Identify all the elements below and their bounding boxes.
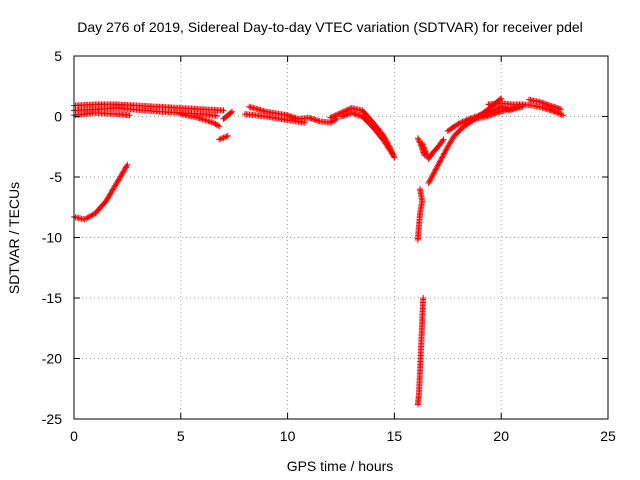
data-point <box>557 111 564 118</box>
chart-title: Day 276 of 2019, Sidereal Day-to-day VTE… <box>77 19 583 35</box>
data-point <box>327 114 334 121</box>
data-point <box>558 111 565 118</box>
x-tick-label: 20 <box>493 428 509 444</box>
data-point <box>432 166 439 173</box>
data-point <box>427 176 434 182</box>
data-point <box>465 118 472 125</box>
data-point <box>458 119 465 126</box>
x-tick-label: 0 <box>70 428 78 444</box>
data-point <box>216 123 223 130</box>
data-point <box>469 117 476 124</box>
data-point <box>427 177 433 184</box>
x-tick-label: 25 <box>600 428 616 444</box>
data-point <box>464 119 471 126</box>
data-point <box>471 116 478 123</box>
y-tick-label: -25 <box>42 411 62 427</box>
x-tick-label: 10 <box>280 428 296 444</box>
data-point <box>442 147 449 154</box>
data-point <box>461 120 468 127</box>
data-point <box>430 170 437 177</box>
y-axis-label: SDTVAR / TECUs <box>6 182 22 294</box>
data-point <box>123 163 130 170</box>
data-point <box>332 112 339 119</box>
data-point <box>228 109 234 116</box>
data-point <box>433 165 440 172</box>
data-point <box>220 134 227 141</box>
data-point <box>217 135 224 142</box>
data-points <box>71 95 567 408</box>
data-point <box>219 135 226 142</box>
data-point <box>414 236 421 243</box>
data-point <box>443 146 450 153</box>
data-point <box>331 112 338 119</box>
data-point <box>420 143 427 149</box>
data-point <box>214 112 221 119</box>
data-point <box>442 149 448 156</box>
data-point <box>124 161 131 168</box>
data-point <box>330 113 336 120</box>
data-point <box>211 120 218 127</box>
data-point <box>439 154 446 161</box>
data-point <box>437 158 443 165</box>
data-point <box>439 137 446 144</box>
data-point <box>437 157 444 164</box>
data-point <box>391 154 398 161</box>
data-point <box>223 133 230 140</box>
data-point <box>456 120 463 127</box>
data-point <box>560 112 567 119</box>
data-point <box>423 151 430 158</box>
x-tick-label: 15 <box>387 428 403 444</box>
data-point <box>428 174 435 181</box>
data-point <box>426 178 433 185</box>
y-tick-label: -15 <box>42 290 62 306</box>
data-point <box>436 159 443 166</box>
data-point <box>215 122 221 129</box>
data-point <box>431 169 438 176</box>
data-point <box>558 106 564 113</box>
axis-ticks: 0 5 10 15 20 25 -25 -20 -15 -10 -5 0 5 <box>42 48 616 444</box>
data-point <box>455 120 462 127</box>
data-point <box>126 112 133 119</box>
data-point <box>224 132 231 139</box>
data-point <box>220 107 227 114</box>
data-point <box>439 153 446 160</box>
y-tick-label: -5 <box>50 169 63 185</box>
data-point <box>334 111 340 118</box>
data-point <box>301 119 308 126</box>
data-point <box>422 147 429 154</box>
data-point <box>414 135 421 142</box>
y-tick-label: -10 <box>42 230 62 246</box>
data-point <box>463 120 470 127</box>
data-point <box>432 167 438 174</box>
data-point <box>468 117 475 124</box>
data-point <box>440 136 447 143</box>
data-point <box>555 110 562 117</box>
data-point <box>389 151 396 157</box>
data-point <box>420 144 427 151</box>
data-point <box>425 180 432 186</box>
data-point <box>388 149 395 156</box>
data-point <box>209 119 216 126</box>
data-point <box>434 163 441 170</box>
data-point <box>229 108 236 115</box>
y-tick-label: -20 <box>42 351 62 367</box>
data-point <box>414 401 421 408</box>
y-tick-label: 5 <box>54 48 62 64</box>
y-tick-label: 0 <box>54 109 62 125</box>
x-tick-label: 5 <box>177 428 185 444</box>
data-point <box>467 118 474 125</box>
data-point <box>328 114 335 121</box>
x-axis-label: GPS time / hours <box>287 458 394 474</box>
data-point <box>438 155 445 162</box>
